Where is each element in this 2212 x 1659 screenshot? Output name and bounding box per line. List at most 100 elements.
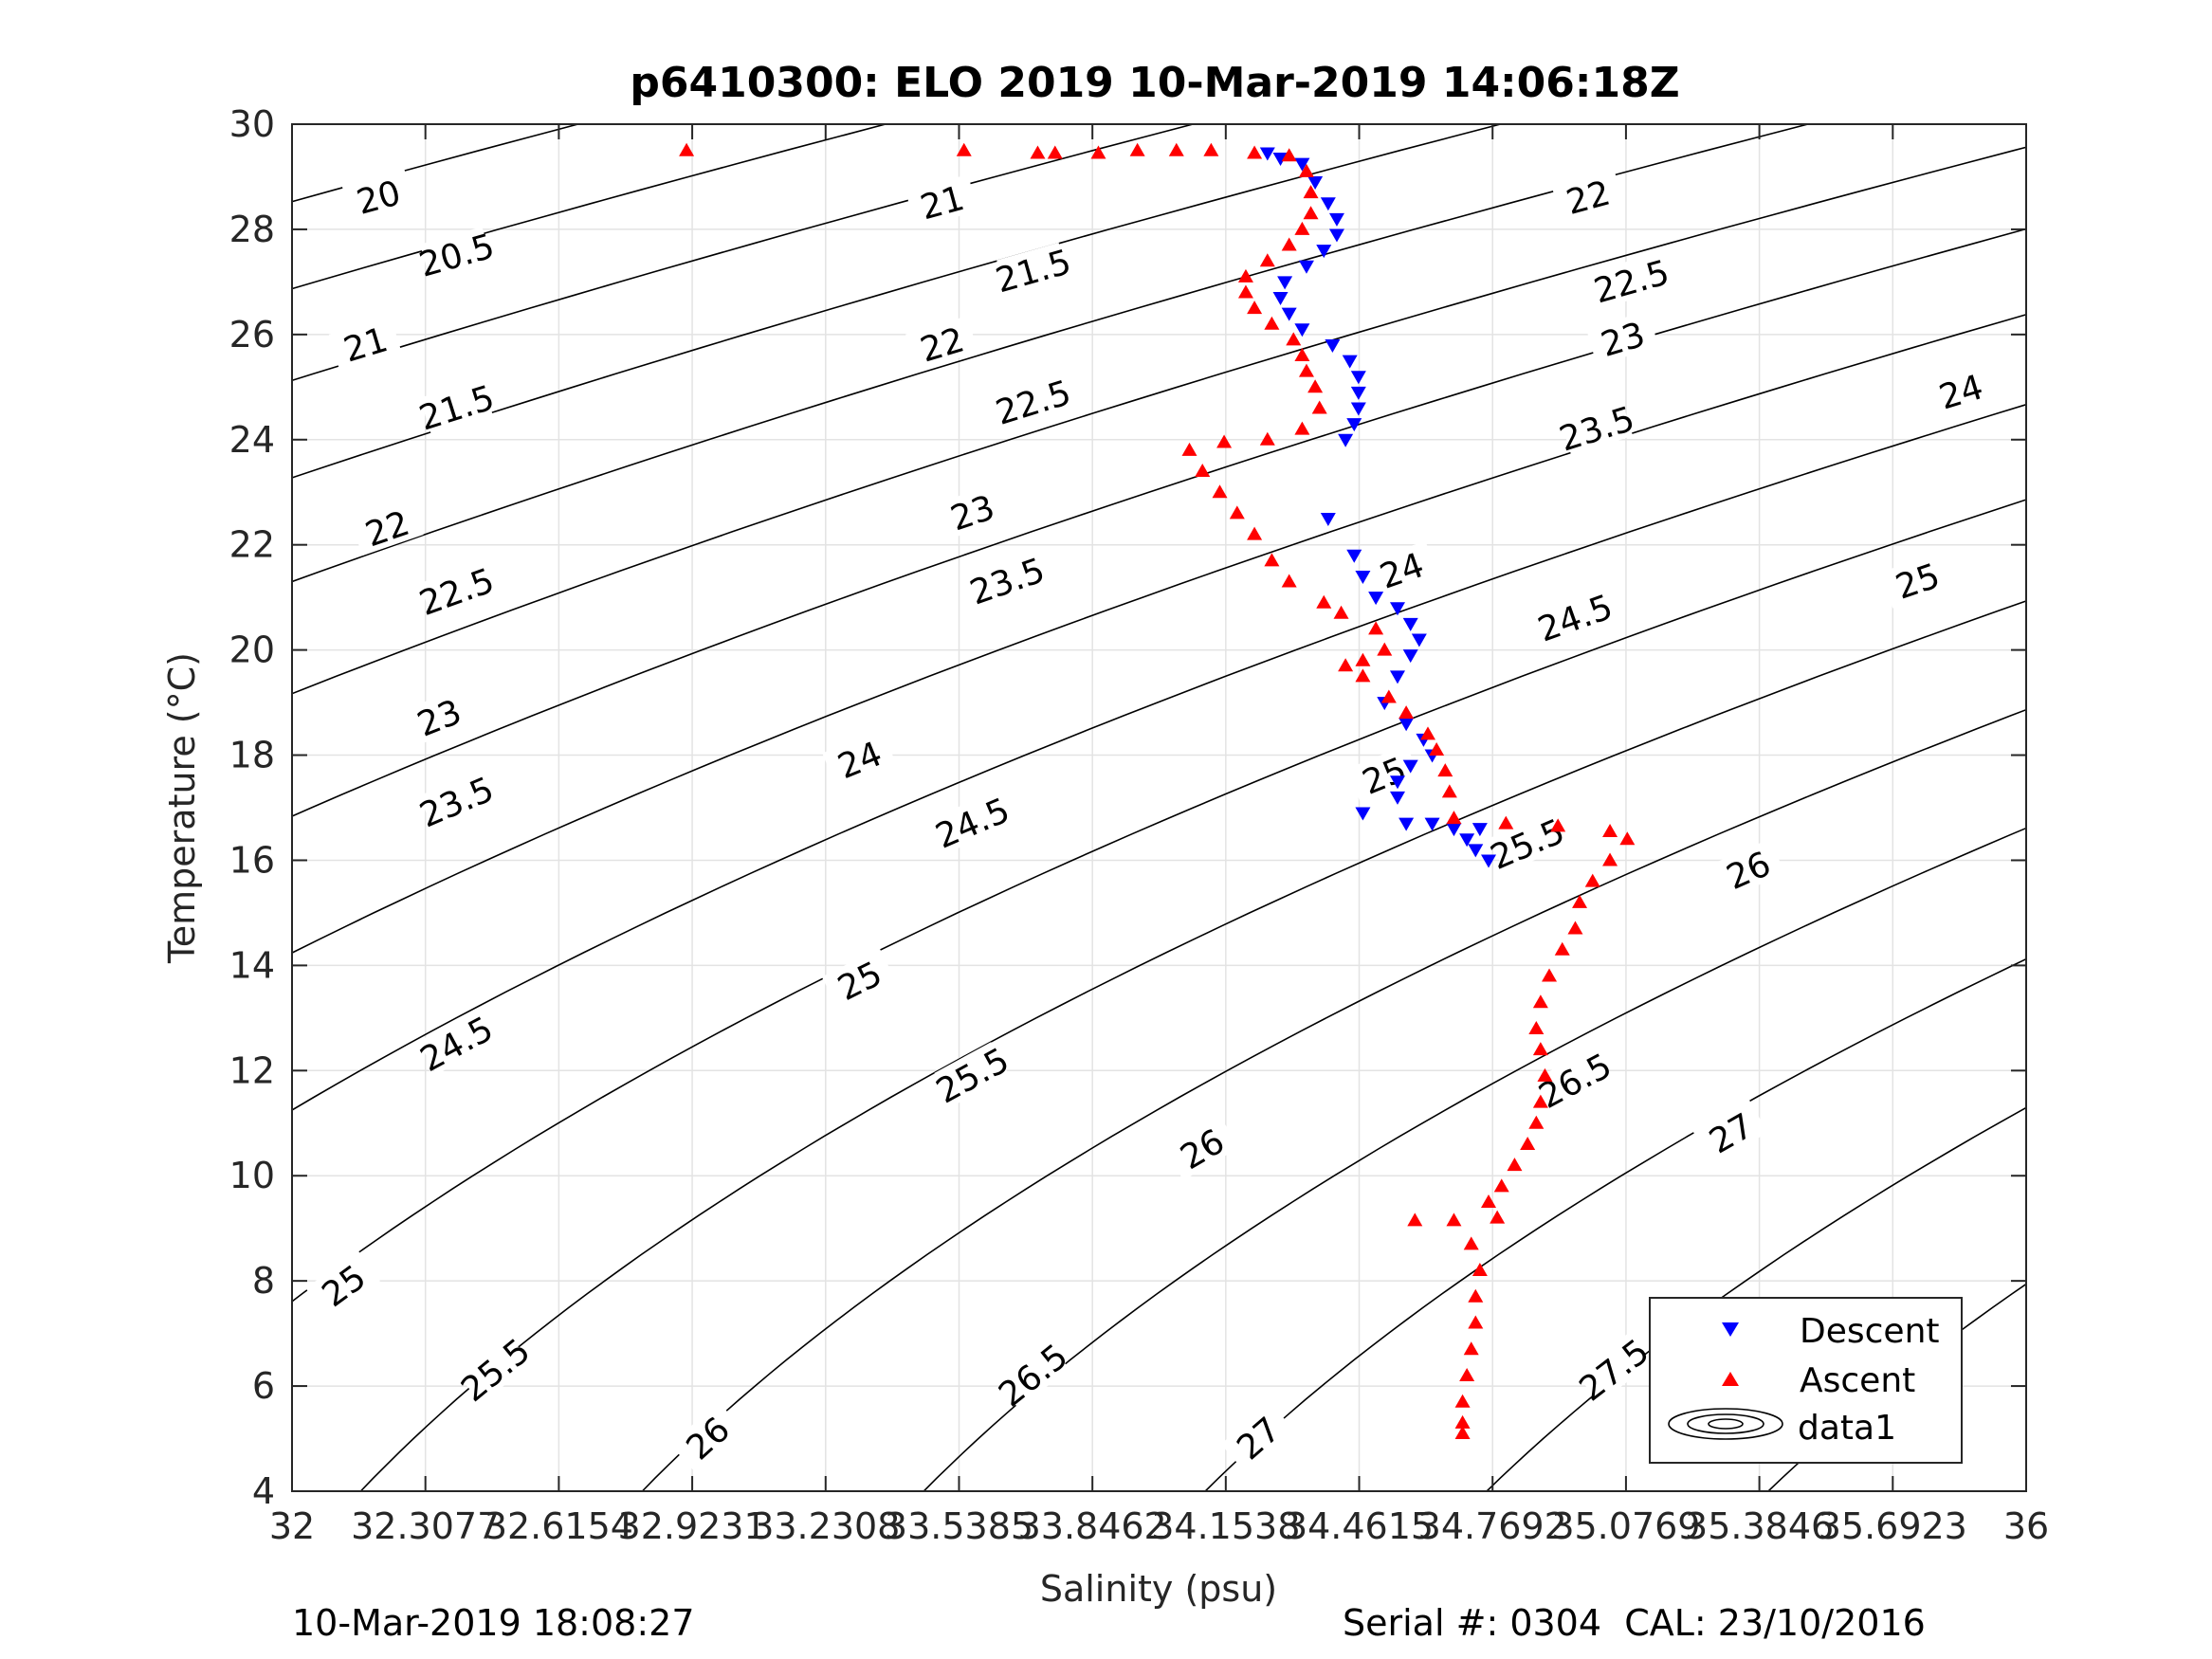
- contour-label-bg: [1924, 362, 1998, 418]
- x-tick-label: 34.4615: [1285, 1505, 1434, 1547]
- ascent-point: [1237, 268, 1253, 283]
- y-tick-label: 24: [229, 419, 275, 461]
- ascent-point: [1195, 464, 1211, 478]
- isopycnal-line: [1204, 957, 2026, 1491]
- contour-label-bg: [996, 373, 1069, 429]
- ascent-point: [1454, 1414, 1471, 1429]
- ascent-point: [1281, 574, 1297, 588]
- x-tick-label: 32.9231: [618, 1505, 767, 1547]
- legend-ascent-label: Ascent: [1800, 1361, 1915, 1400]
- isopycnal-line: [359, 600, 2026, 1491]
- density-contours: [292, 124, 2026, 1491]
- descent-point: [1389, 670, 1405, 684]
- ascent-point: [1281, 237, 1297, 251]
- descent-point: [1272, 153, 1289, 167]
- descent-point: [1472, 823, 1488, 837]
- chart-title: p6410300: ELO 2019 10-Mar-2019 14:06:18Z: [630, 59, 1679, 107]
- y-axis-ticks: 4 6 8 10 12 14 16 18 20 22 24 26 28 30: [229, 103, 2026, 1512]
- contour-label-bg: [822, 728, 897, 789]
- ascent-point: [1429, 741, 1445, 756]
- ascent-point: [1355, 668, 1371, 683]
- ascent-point: [956, 142, 972, 156]
- descent-point: [1446, 823, 1462, 837]
- descent-point: [1468, 844, 1484, 858]
- ascent-point: [1437, 763, 1453, 777]
- descent-point: [1481, 854, 1497, 868]
- descent-point: [1259, 147, 1275, 161]
- ascent-point: [1377, 642, 1393, 656]
- y-tick-label: 8: [252, 1260, 275, 1302]
- legend[interactable]: Descent Ascent data1: [1649, 1297, 1963, 1464]
- ascent-point: [1237, 284, 1253, 299]
- ascent-point: [1294, 348, 1310, 362]
- contour-label-bg: [934, 1042, 1010, 1106]
- contour-label-bg: [995, 1339, 1069, 1410]
- descent-point: [1346, 549, 1362, 563]
- ascent-point: [679, 142, 695, 156]
- contour-label-bg: [401, 686, 476, 747]
- ascent-point: [1047, 145, 1063, 159]
- descent-point: [1328, 212, 1344, 227]
- isopycnal-line: [292, 124, 1809, 583]
- contour-label-bg: [1538, 588, 1612, 646]
- ascent-point: [1168, 142, 1184, 156]
- ascent-point: [1468, 1288, 1484, 1303]
- footer-serial-calibration: Serial #: 0304 CAL: 23/10/2016: [1343, 1602, 1926, 1644]
- contour-label-bg: [1163, 1115, 1239, 1181]
- x-tick-label: 33.8462: [1018, 1505, 1167, 1547]
- descent-point: [1277, 276, 1293, 290]
- descent-point: [1320, 197, 1336, 211]
- legend-contour-icon: [1668, 1408, 1783, 1440]
- ascent-point: [1407, 1212, 1423, 1227]
- y-tick-label: 6: [252, 1365, 275, 1407]
- contour-label-bg: [1576, 1334, 1651, 1404]
- legend-data1-label: data1: [1798, 1409, 1896, 1448]
- contour-label-bg: [1710, 838, 1785, 900]
- descent-point: [1338, 433, 1354, 447]
- contour-label-bg: [1490, 812, 1564, 873]
- ascent-point: [1259, 253, 1275, 267]
- ascent-point: [1264, 553, 1280, 567]
- contour-label-bg: [1346, 744, 1421, 805]
- contour-label-bg: [328, 316, 402, 371]
- x-tick-label: 33.5385: [885, 1505, 1033, 1547]
- ascent-point: [1532, 994, 1548, 1009]
- ascent-point: [1490, 1210, 1506, 1224]
- contour-label-bg: [905, 316, 978, 371]
- contour-label-bg: [1537, 1047, 1612, 1112]
- contour-label-bg: [970, 551, 1044, 609]
- ascent-point: [1212, 484, 1228, 499]
- ascent-point: [1554, 941, 1570, 956]
- ascent-point: [1294, 221, 1310, 235]
- contour-label-bg: [1560, 399, 1634, 455]
- descent-point: [1389, 775, 1405, 790]
- ascent-point: [1307, 379, 1324, 393]
- contour-label-bg: [669, 1401, 744, 1473]
- ascent-point: [1338, 658, 1354, 672]
- ascent-point: [1286, 332, 1302, 346]
- x-tick-label: 36: [2003, 1505, 2049, 1547]
- contour-label-bg: [821, 948, 897, 1012]
- isopycnal-line: [292, 403, 2026, 1111]
- y-tick-label: 18: [229, 735, 275, 776]
- ascent-point: [1216, 434, 1233, 448]
- ascent-point: [1355, 652, 1371, 666]
- ascent-point: [1398, 705, 1415, 720]
- ascent-point: [1419, 726, 1435, 740]
- ascent-point: [1528, 1020, 1545, 1034]
- ascent-point: [1454, 1394, 1471, 1408]
- descent-point: [1424, 817, 1440, 831]
- contour-label-bg: [420, 227, 493, 282]
- isopycnal-line: [292, 228, 2026, 817]
- ascent-point: [1619, 831, 1636, 846]
- legend-box: [1649, 1297, 1963, 1464]
- ascent-point: [1298, 363, 1314, 377]
- isopycnal-line: [641, 708, 2026, 1491]
- descent-series: [1259, 147, 1497, 868]
- ascent-point: [1602, 852, 1618, 866]
- contour-label-bg: [996, 242, 1069, 297]
- ascent-point: [1333, 605, 1349, 619]
- descent-point: [1459, 833, 1475, 848]
- ascent-point: [1481, 1194, 1497, 1208]
- ascent-point: [1181, 442, 1197, 456]
